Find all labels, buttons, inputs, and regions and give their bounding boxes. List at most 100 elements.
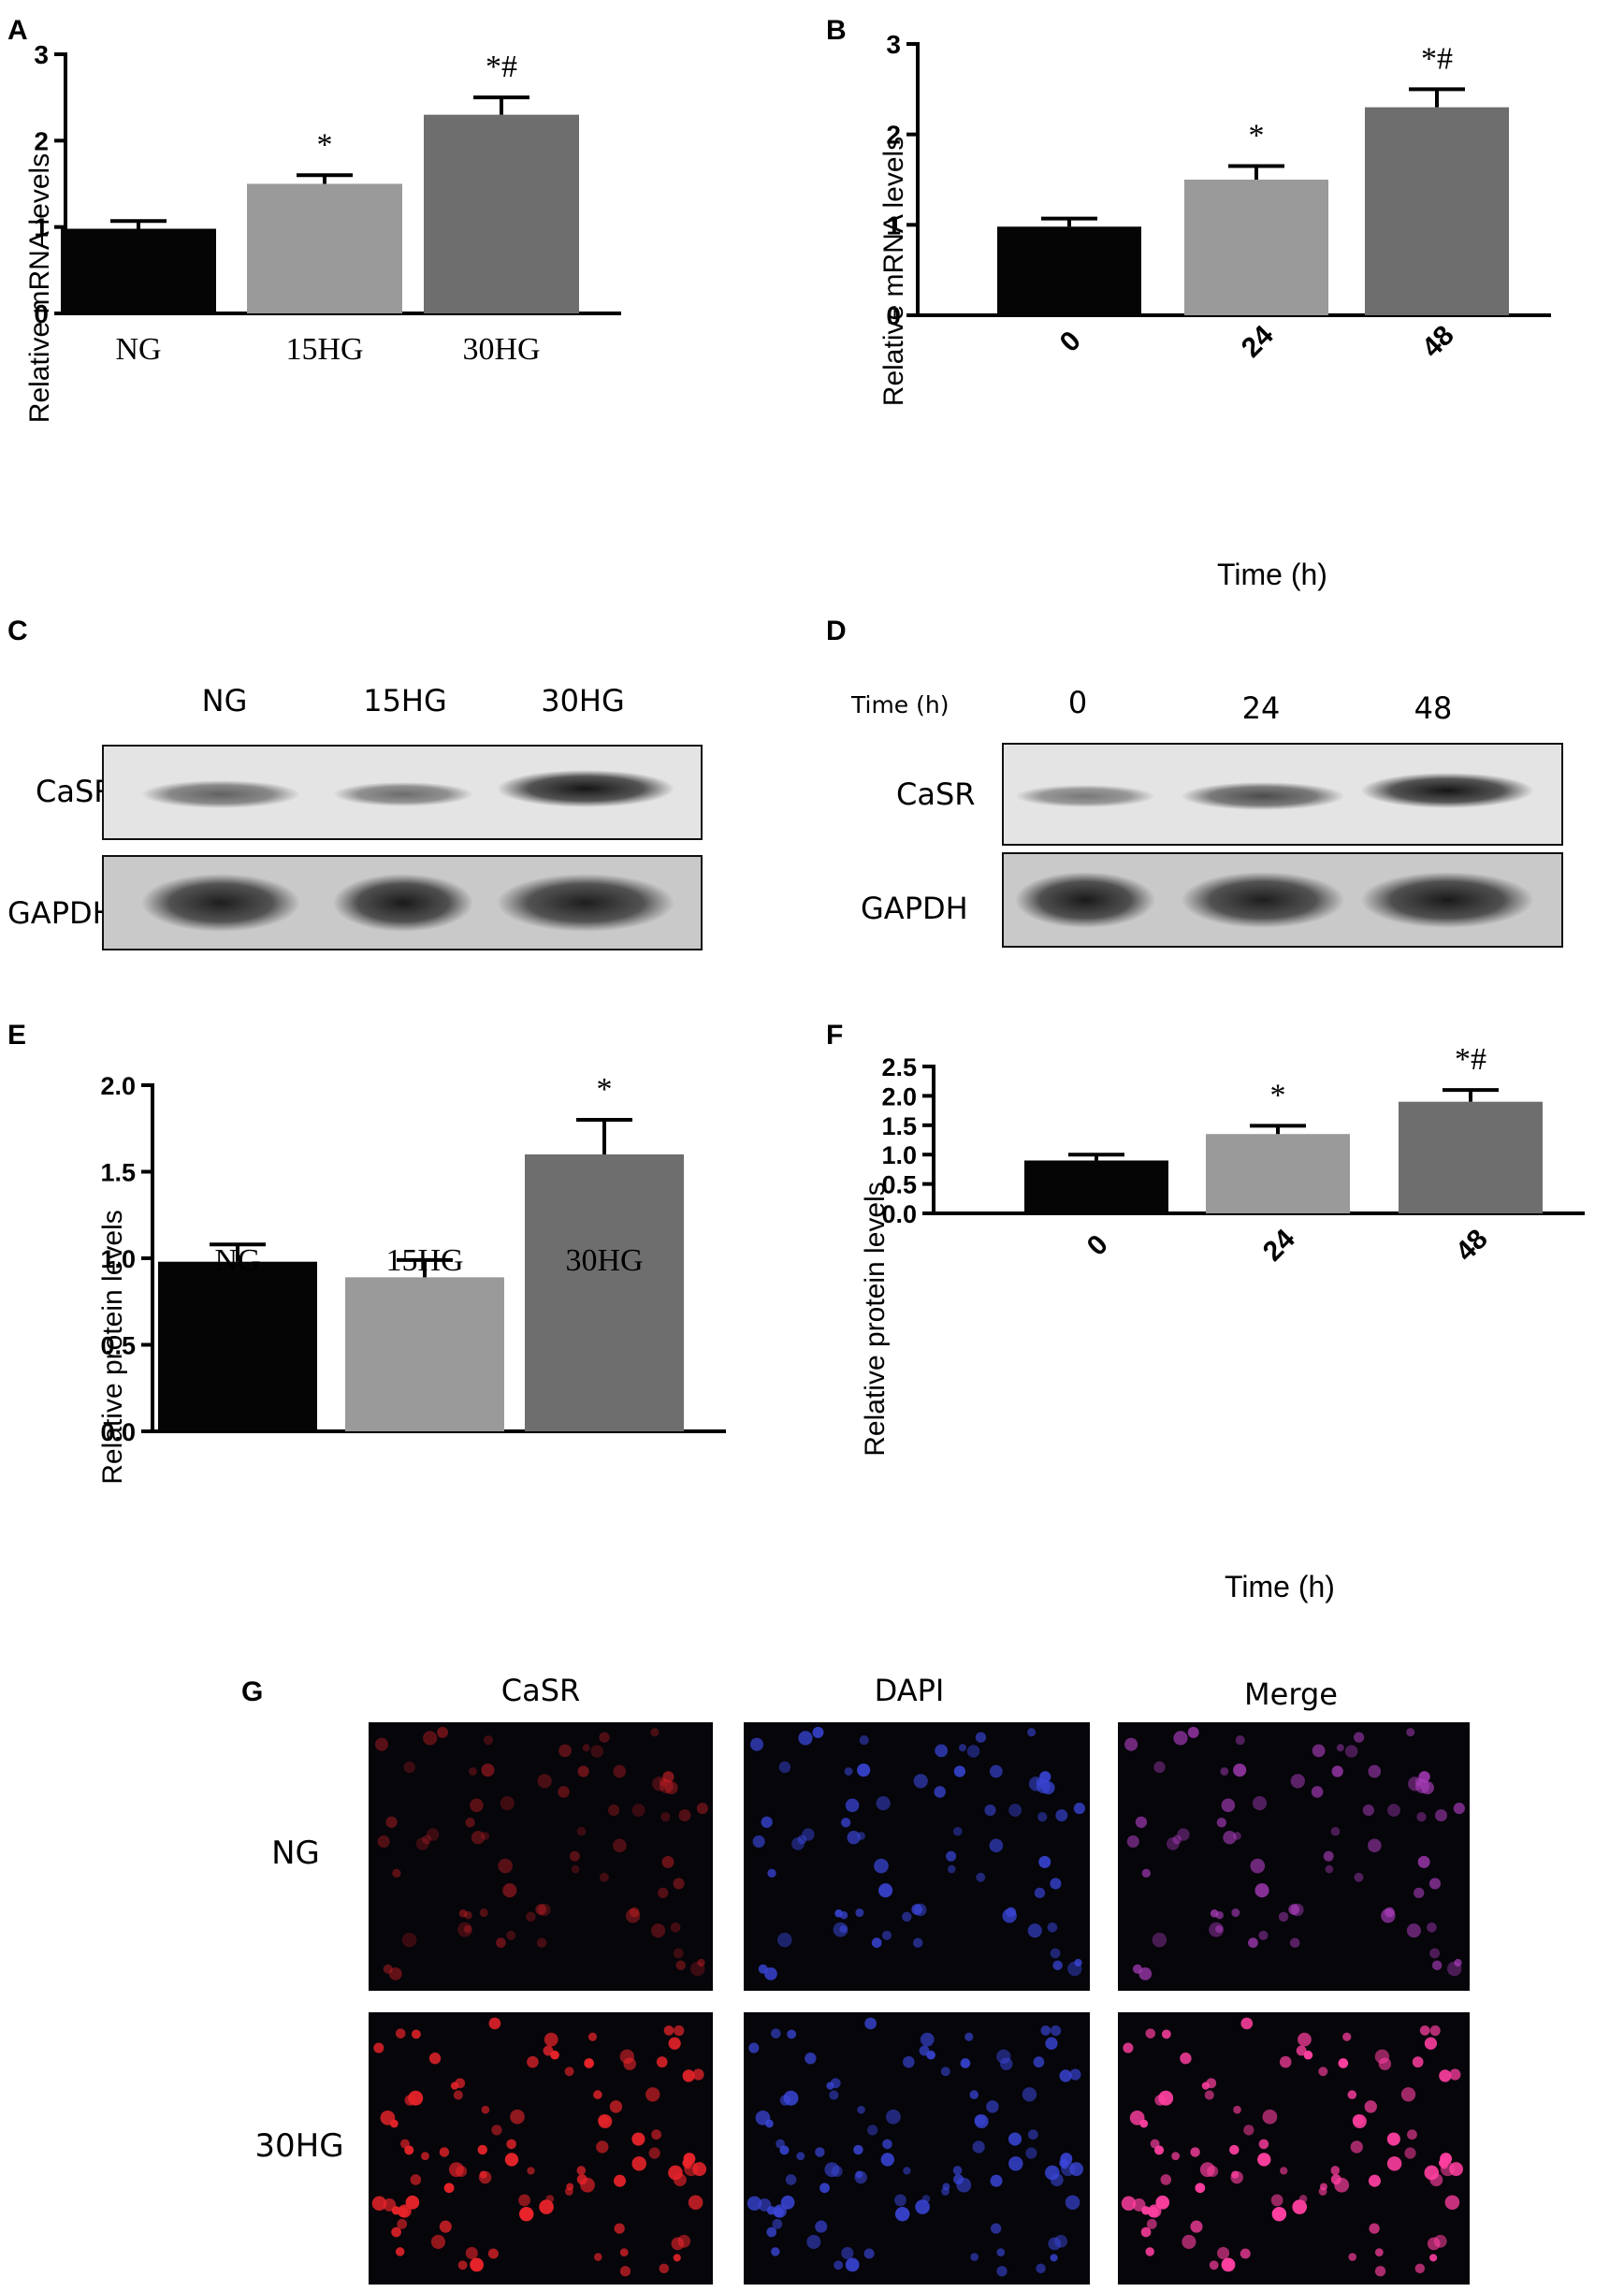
blot-band-c-0-1 bbox=[333, 782, 473, 806]
cell-dot bbox=[659, 1777, 668, 1787]
panel-f-chart: F Relative protein levels Time (h) 0.00.… bbox=[826, 1020, 1585, 1603]
cell-dot bbox=[470, 1798, 484, 1813]
cell-dot bbox=[912, 1937, 923, 1949]
cell-dot bbox=[1126, 1835, 1139, 1849]
cell-dot bbox=[576, 1826, 587, 1836]
y-axis-label-f: Relative protein levels bbox=[860, 1182, 891, 1456]
cell-dot bbox=[1025, 2147, 1037, 2159]
cell-dot bbox=[455, 2078, 466, 2089]
x-tick-label-a-0: NG bbox=[115, 332, 161, 367]
cell-dot bbox=[392, 1868, 401, 1879]
cell-dot bbox=[1334, 2177, 1350, 2193]
cell-dot bbox=[1217, 2246, 1230, 2260]
cell-dot bbox=[970, 2253, 979, 2261]
cell-dot bbox=[398, 2206, 409, 2218]
cell-dot bbox=[972, 2140, 985, 2154]
cell-dot bbox=[964, 2032, 974, 2041]
cell-dot bbox=[1348, 2253, 1357, 2261]
y-tick-label-f: 0.5 bbox=[881, 1171, 917, 1199]
cell-dot bbox=[1233, 1763, 1247, 1777]
cell-dot bbox=[481, 2105, 490, 2114]
cell-dot bbox=[1008, 2156, 1023, 2171]
cell-dot bbox=[1045, 2037, 1058, 2050]
cell-dot bbox=[673, 2173, 687, 2187]
x-tick-label-a-2: 30HG bbox=[462, 332, 540, 367]
cell-dot bbox=[631, 1804, 645, 1817]
cell-dot bbox=[1419, 2025, 1430, 2036]
cell-dot bbox=[1342, 2032, 1352, 2041]
cell-dot bbox=[1145, 2247, 1154, 2256]
panel-label-e: E bbox=[7, 1020, 26, 1051]
cell-dot bbox=[1065, 2195, 1080, 2211]
cell-dot bbox=[1182, 2234, 1196, 2249]
cell-dot bbox=[571, 1864, 580, 1874]
cell-dot bbox=[439, 2220, 452, 2233]
cell-dot bbox=[506, 2139, 516, 2150]
cell-dot bbox=[1132, 1964, 1142, 1974]
cell-dot bbox=[1374, 2248, 1384, 2256]
cell-dot bbox=[659, 1778, 674, 1794]
cell-dot bbox=[902, 1911, 912, 1922]
cell-dot bbox=[582, 1744, 590, 1752]
cell-dot bbox=[1429, 2025, 1441, 2037]
cell-dot bbox=[787, 2029, 797, 2039]
cell-dot bbox=[1040, 2025, 1051, 2036]
cell-dot bbox=[1279, 2055, 1292, 2068]
cell-dot bbox=[623, 2057, 636, 2070]
x-tick-label-e-2: 30HG bbox=[565, 1243, 643, 1278]
cell-dot bbox=[956, 2177, 972, 2193]
cell-dot bbox=[1257, 2153, 1271, 2167]
cell-dot bbox=[1250, 1858, 1266, 1874]
cell-dot bbox=[802, 1828, 815, 1841]
bar-e-2 bbox=[525, 1154, 684, 1431]
cell-dot bbox=[682, 2069, 695, 2082]
cell-dot bbox=[749, 1737, 764, 1751]
cell-dot bbox=[1172, 1835, 1182, 1845]
cell-dot bbox=[1312, 1744, 1326, 1758]
cell-dot bbox=[1223, 1831, 1237, 1845]
cell-dot bbox=[389, 2119, 399, 2128]
blot-c-lane-label-30hg: 30HG bbox=[541, 683, 625, 718]
cell-dot bbox=[863, 2248, 875, 2259]
cell-dot bbox=[885, 2109, 901, 2125]
cell-dot bbox=[1146, 2218, 1157, 2229]
cell-dot bbox=[876, 1795, 891, 1811]
y-tick-label-f: 1.5 bbox=[881, 1112, 917, 1140]
cell-dot bbox=[1235, 1735, 1245, 1746]
cell-dot bbox=[535, 1904, 546, 1915]
blot-band-d-1-2 bbox=[1360, 872, 1534, 928]
cell-dot bbox=[1050, 2173, 1064, 2187]
cell-dot bbox=[1270, 2194, 1283, 2207]
y-tick-label-e: 0.0 bbox=[100, 1418, 136, 1446]
cell-dot bbox=[404, 2095, 416, 2106]
cell-dot bbox=[673, 2254, 681, 2262]
cell-dot bbox=[830, 2078, 841, 2089]
cell-dot bbox=[656, 2056, 668, 2068]
cell-dot bbox=[692, 2068, 704, 2081]
x-axis-label-f: Time (h) bbox=[1225, 1570, 1335, 1603]
cell-dot bbox=[911, 1904, 922, 1915]
cell-dot bbox=[1386, 2132, 1400, 2146]
panel-e-chart: E Relative protein levels 0.0 0.5 1.0 1.5 2.… bbox=[7, 1020, 726, 1485]
cell-dot bbox=[527, 2055, 539, 2068]
cell-dot bbox=[613, 1764, 627, 1778]
bar-a-1 bbox=[247, 183, 402, 313]
cell-dot bbox=[593, 2090, 602, 2099]
cell-dot bbox=[1420, 1780, 1434, 1795]
cell-dot bbox=[1190, 2147, 1200, 2157]
cell-dot bbox=[878, 1883, 893, 1898]
cell-dot bbox=[1036, 2263, 1046, 2274]
panel-label-b: B bbox=[826, 15, 847, 46]
cell-dot bbox=[831, 2165, 843, 2178]
cell-dot bbox=[479, 1908, 488, 1918]
cell-dot bbox=[1154, 2095, 1166, 2106]
cell-dot bbox=[984, 1804, 996, 1817]
cell-dot bbox=[882, 2139, 892, 2150]
cell-dot bbox=[537, 1774, 552, 1789]
bar-a-2 bbox=[424, 114, 579, 313]
cell-dot bbox=[1354, 1872, 1364, 1882]
significance-label-f-1: * bbox=[1270, 1078, 1286, 1112]
y-tick-label-e: 2.0 bbox=[100, 1072, 136, 1100]
significance-label-b-1: * bbox=[1249, 119, 1265, 153]
cell-dot bbox=[990, 2174, 1003, 2187]
